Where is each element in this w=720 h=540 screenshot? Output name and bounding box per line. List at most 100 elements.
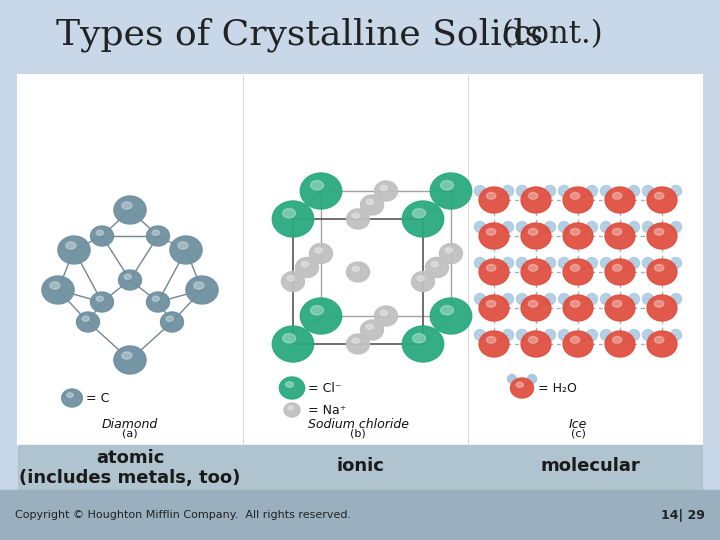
Ellipse shape xyxy=(629,258,639,268)
Ellipse shape xyxy=(122,352,132,359)
Ellipse shape xyxy=(361,195,384,215)
Ellipse shape xyxy=(479,331,509,357)
Ellipse shape xyxy=(528,192,538,199)
Ellipse shape xyxy=(570,265,580,271)
Ellipse shape xyxy=(286,382,294,387)
Ellipse shape xyxy=(528,228,538,235)
Ellipse shape xyxy=(613,265,622,271)
Ellipse shape xyxy=(587,258,598,268)
Text: (cont.): (cont.) xyxy=(492,19,603,51)
Ellipse shape xyxy=(544,329,556,341)
Ellipse shape xyxy=(474,258,485,268)
Ellipse shape xyxy=(366,324,374,329)
Ellipse shape xyxy=(516,329,528,341)
Ellipse shape xyxy=(352,266,359,272)
Text: Diamond: Diamond xyxy=(102,417,158,430)
Ellipse shape xyxy=(503,258,513,268)
Ellipse shape xyxy=(58,236,90,264)
Ellipse shape xyxy=(654,192,664,199)
Ellipse shape xyxy=(642,294,654,305)
Ellipse shape xyxy=(282,272,305,292)
Ellipse shape xyxy=(613,192,622,199)
Ellipse shape xyxy=(431,173,472,209)
Ellipse shape xyxy=(528,265,538,271)
Ellipse shape xyxy=(654,228,664,235)
Text: (a): (a) xyxy=(122,429,138,439)
Ellipse shape xyxy=(96,296,104,301)
Ellipse shape xyxy=(559,294,570,305)
Ellipse shape xyxy=(605,331,635,357)
Ellipse shape xyxy=(170,236,202,264)
Text: atomic
(includes metals, too): atomic (includes metals, too) xyxy=(19,449,240,488)
Ellipse shape xyxy=(570,300,580,307)
Ellipse shape xyxy=(62,389,82,407)
Ellipse shape xyxy=(613,300,622,307)
Text: molecular: molecular xyxy=(540,457,640,475)
Ellipse shape xyxy=(559,329,570,341)
Ellipse shape xyxy=(647,331,677,357)
Ellipse shape xyxy=(479,187,509,213)
Text: = Cl⁻: = Cl⁻ xyxy=(308,381,341,395)
Ellipse shape xyxy=(670,258,682,268)
Ellipse shape xyxy=(570,336,580,343)
Ellipse shape xyxy=(96,230,104,235)
Text: 14| 29: 14| 29 xyxy=(661,509,705,522)
Ellipse shape xyxy=(521,295,551,321)
Ellipse shape xyxy=(559,186,570,197)
Ellipse shape xyxy=(503,186,513,197)
Ellipse shape xyxy=(310,244,333,264)
Ellipse shape xyxy=(570,228,580,235)
Ellipse shape xyxy=(654,265,664,271)
Ellipse shape xyxy=(361,320,384,340)
Ellipse shape xyxy=(629,186,639,197)
Ellipse shape xyxy=(587,294,598,305)
Ellipse shape xyxy=(563,295,593,321)
Ellipse shape xyxy=(516,221,528,233)
Ellipse shape xyxy=(563,187,593,213)
Ellipse shape xyxy=(380,185,387,191)
Ellipse shape xyxy=(76,312,99,332)
Ellipse shape xyxy=(647,187,677,213)
Ellipse shape xyxy=(413,208,426,218)
Ellipse shape xyxy=(146,292,169,312)
Ellipse shape xyxy=(521,331,551,357)
Ellipse shape xyxy=(42,276,74,304)
Ellipse shape xyxy=(91,292,114,312)
Ellipse shape xyxy=(629,294,639,305)
Ellipse shape xyxy=(605,259,635,285)
Ellipse shape xyxy=(474,294,485,305)
Ellipse shape xyxy=(642,258,654,268)
Ellipse shape xyxy=(563,259,593,285)
Ellipse shape xyxy=(272,326,314,362)
Ellipse shape xyxy=(563,331,593,357)
Ellipse shape xyxy=(301,262,308,267)
Ellipse shape xyxy=(439,244,462,264)
Ellipse shape xyxy=(516,258,528,268)
Ellipse shape xyxy=(544,186,556,197)
Ellipse shape xyxy=(528,300,538,307)
Ellipse shape xyxy=(417,276,424,281)
Ellipse shape xyxy=(487,336,496,343)
Ellipse shape xyxy=(300,298,342,334)
Text: Ice: Ice xyxy=(569,417,588,430)
Ellipse shape xyxy=(600,258,611,268)
Ellipse shape xyxy=(503,221,513,233)
Text: = H₂O: = H₂O xyxy=(538,381,577,395)
Ellipse shape xyxy=(315,248,323,253)
Text: (b): (b) xyxy=(350,429,366,439)
Ellipse shape xyxy=(287,276,294,281)
Ellipse shape xyxy=(516,294,528,305)
Ellipse shape xyxy=(654,336,664,343)
Ellipse shape xyxy=(114,346,146,374)
Ellipse shape xyxy=(605,295,635,321)
Ellipse shape xyxy=(600,294,611,305)
Ellipse shape xyxy=(605,187,635,213)
Ellipse shape xyxy=(629,221,639,233)
Text: = Na⁺: = Na⁺ xyxy=(308,403,346,416)
Ellipse shape xyxy=(563,223,593,249)
Ellipse shape xyxy=(670,221,682,233)
Ellipse shape xyxy=(91,226,114,246)
Ellipse shape xyxy=(152,296,159,301)
Ellipse shape xyxy=(380,310,387,315)
Ellipse shape xyxy=(479,223,509,249)
